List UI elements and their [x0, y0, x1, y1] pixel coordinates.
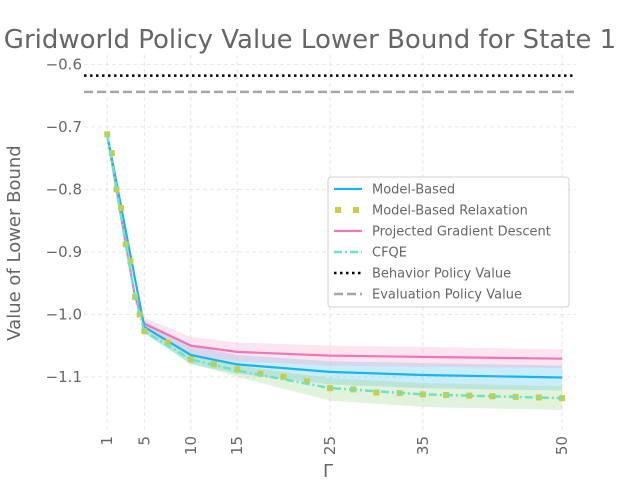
- legend: Model-Based Model-Based Relaxation Project…: [327, 176, 570, 308]
- data-point: [187, 356, 194, 363]
- legend-frame: [327, 176, 570, 308]
- x-tick-label: 50: [553, 436, 571, 455]
- legend-label: Projected Gradient Descent: [372, 225, 551, 240]
- x-axis-label: Γ: [323, 461, 333, 480]
- x-tick-label: 15: [228, 436, 246, 455]
- data-point: [466, 392, 473, 399]
- legend-swatch: [353, 207, 359, 213]
- y-tick-label: −1.0: [46, 305, 82, 323]
- data-point: [303, 378, 310, 385]
- data-point: [118, 205, 125, 212]
- y-axis-ticks: −0.6 −0.7 −0.8 −0.9 −1.0 −1.1: [46, 55, 82, 386]
- y-tick-label: −0.9: [46, 243, 82, 261]
- legend-item-projected-gradient-descent: Projected Gradient Descent: [334, 225, 551, 240]
- legend-item-cfqe: CFQE: [334, 246, 407, 261]
- data-point: [141, 328, 148, 335]
- data-point: [122, 241, 129, 248]
- data-point: [419, 391, 426, 398]
- x-axis-ticks: 1 5 10 15 25 35 50: [98, 436, 571, 455]
- data-point: [234, 366, 241, 373]
- y-axis-label: Value of Lower Bound: [4, 145, 25, 340]
- legend-item-model-based-relaxation: Model-Based Relaxation: [335, 204, 528, 219]
- cfqe-line: [105, 134, 563, 400]
- data-point: [535, 394, 542, 401]
- data-point: [280, 373, 287, 380]
- x-tick-label: 25: [321, 436, 339, 455]
- y-tick-label: −0.7: [46, 118, 82, 136]
- data-point: [104, 131, 111, 138]
- data-point: [489, 393, 496, 400]
- legend-label: CFQE: [372, 246, 407, 261]
- legend-label: Evaluation Policy Value: [372, 288, 522, 303]
- legend-swatch: [335, 207, 341, 213]
- legend-label: Model-Based: [372, 183, 455, 198]
- series-lines: [84, 74, 576, 402]
- legend-label: Behavior Policy Value: [372, 267, 511, 282]
- legend-item-model-based: Model-Based: [334, 183, 455, 198]
- x-tick-label: 35: [414, 436, 432, 455]
- data-point: [164, 339, 171, 346]
- legend-item-behavior-policy-value: Behavior Policy Value: [334, 267, 511, 282]
- model-based-band: [107, 134, 563, 391]
- data-point: [127, 258, 134, 265]
- x-tick-label: 1: [98, 436, 116, 446]
- confidence-bands: [107, 134, 563, 410]
- legend-item-evaluation-policy-value: Evaluation Policy Value: [334, 288, 522, 303]
- x-tick-label: 5: [135, 436, 153, 446]
- legend-label: Model-Based Relaxation: [372, 204, 528, 219]
- x-tick-label: 10: [182, 436, 200, 455]
- chart-title: Gridworld Policy Value Lower Bound for S…: [4, 25, 616, 55]
- data-point: [108, 150, 115, 157]
- y-tick-label: −0.8: [46, 180, 82, 198]
- y-tick-label: −0.6: [46, 55, 82, 73]
- y-tick-label: −1.1: [46, 368, 82, 386]
